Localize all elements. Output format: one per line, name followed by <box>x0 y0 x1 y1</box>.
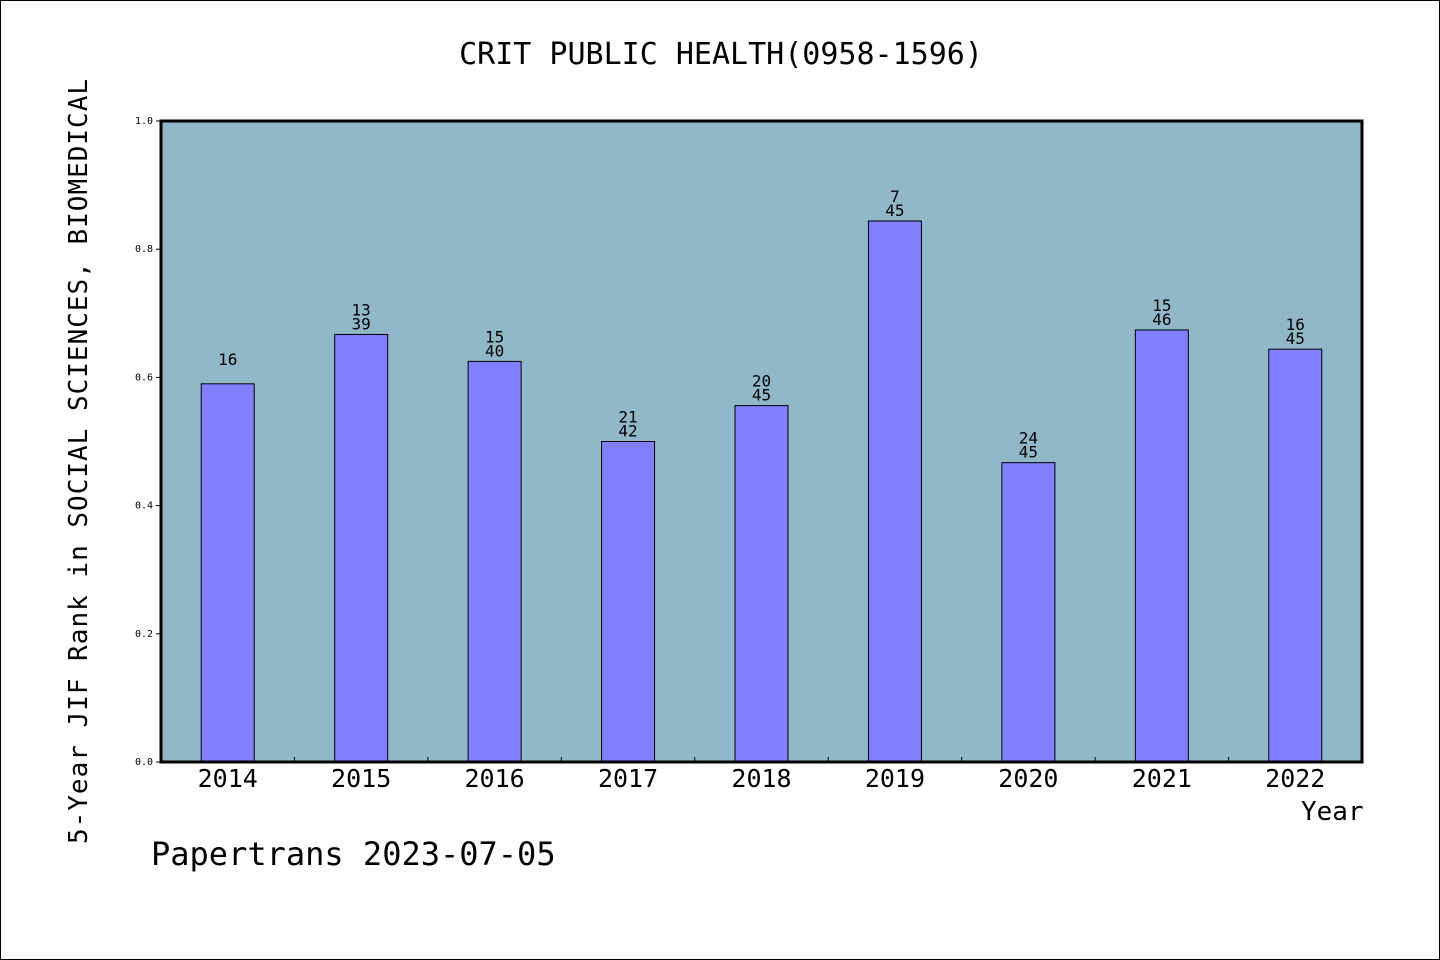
bar-label-rank: 16 <box>1286 315 1305 334</box>
bar-label-rank: 21 <box>618 408 637 427</box>
x-tick-label: 2014 <box>198 764 258 793</box>
bar-label-total: 39 <box>352 314 371 333</box>
y-tick-label: 0.6 <box>135 372 153 383</box>
bar-label-total: 45 <box>1019 443 1038 462</box>
bar-label-total: 46 <box>1152 310 1171 329</box>
bar <box>734 405 789 763</box>
bar-label-rank: 13 <box>352 300 371 319</box>
bar-label-rank: 15 <box>1152 296 1171 315</box>
bar-label-total: 40 <box>485 341 504 360</box>
bar <box>867 220 922 763</box>
y-tick-label: 0.8 <box>135 244 153 255</box>
x-tick-label: 2019 <box>865 764 925 793</box>
y-tick-label: 1.0 <box>135 116 153 127</box>
bar-label-rank: 20 <box>752 372 771 391</box>
bar-label-rank: 24 <box>1019 429 1038 448</box>
bar <box>1134 329 1189 763</box>
bar <box>200 383 255 763</box>
x-tick-label: 2022 <box>1265 764 1325 793</box>
x-tick-label: 2016 <box>465 764 525 793</box>
x-tick-label: 2020 <box>998 764 1058 793</box>
bar <box>467 360 522 763</box>
bar-label-rank: 16 <box>218 350 237 369</box>
x-axis-label: Year <box>1301 797 1364 827</box>
chart-title: CRIT PUBLIC HEALTH(0958-1596) <box>459 37 983 72</box>
bar-label-rank: 7 <box>890 187 900 206</box>
bar <box>601 441 656 763</box>
x-tick-label: 2015 <box>331 764 391 793</box>
bar-label-total: 45 <box>885 201 904 220</box>
bar <box>1268 348 1323 763</box>
bar-label-total: 42 <box>618 422 637 441</box>
x-tick-label: 2018 <box>731 764 791 793</box>
y-tick-label: 0.2 <box>135 629 153 640</box>
bar <box>1001 462 1056 763</box>
y-tick-label: 0.0 <box>135 757 153 768</box>
bar <box>334 333 389 763</box>
bar-label-total: 45 <box>1286 329 1305 348</box>
y-tick-label: 0.4 <box>135 501 153 512</box>
bar-label-rank: 15 <box>485 327 504 346</box>
bar-label-total: 45 <box>752 386 771 405</box>
footer-credit: Papertrans 2023-07-05 <box>151 835 556 873</box>
plot-frame <box>159 119 1364 764</box>
x-tick-label: 2021 <box>1132 764 1192 793</box>
x-tick-label: 2017 <box>598 764 658 793</box>
